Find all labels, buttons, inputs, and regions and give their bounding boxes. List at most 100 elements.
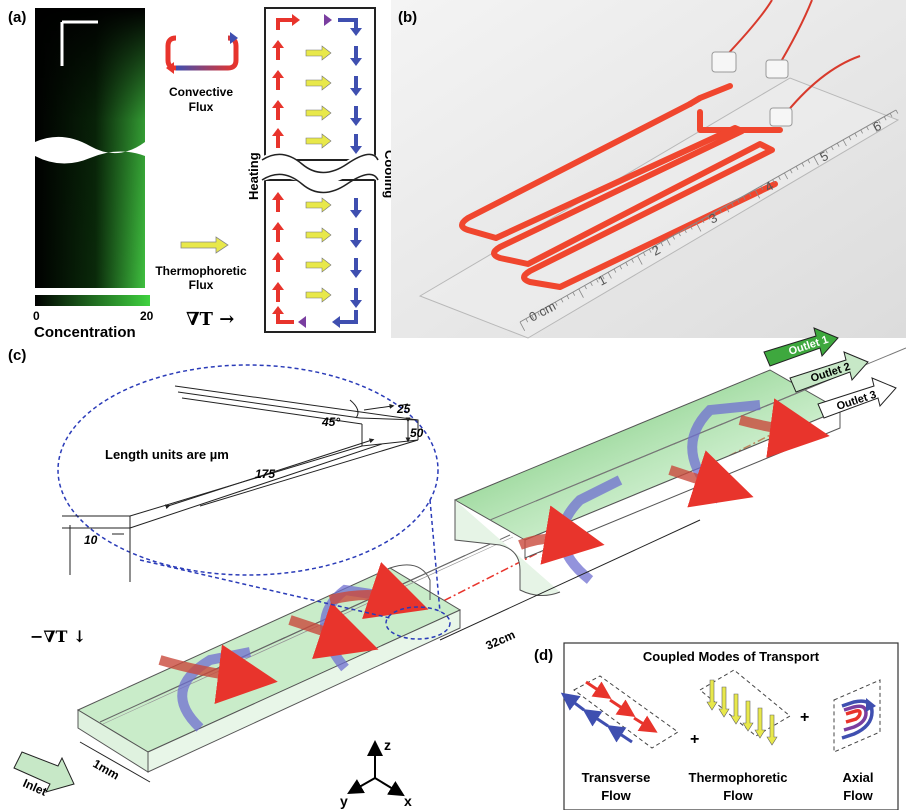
heating-side-arrowhead — [272, 100, 284, 108]
thermophoretic-flow-label-2: Flow — [723, 788, 753, 803]
ruler-tick — [660, 242, 664, 247]
transverse-label-2: Flow — [601, 788, 631, 803]
thermo-arrow — [305, 197, 332, 213]
thermophoretic-down-arrow — [718, 686, 730, 718]
axis-z-label: z — [384, 737, 391, 753]
ruler-tick — [784, 172, 789, 180]
dim-angle: 45° — [321, 415, 340, 429]
ruler-ticks — [519, 109, 899, 331]
back-channel — [453, 369, 842, 596]
ruler-tick — [695, 222, 702, 232]
cooling-side-arrowhead — [350, 210, 362, 218]
ruler-tick — [801, 162, 805, 167]
plus-2: + — [800, 709, 809, 726]
ruler-tick — [607, 272, 612, 279]
axes-triad — [347, 740, 405, 797]
ruler-tick — [731, 202, 734, 207]
thermophoretic-down-arrow — [706, 679, 718, 711]
panel-label-b: (b) — [398, 9, 417, 26]
ruler-tick — [713, 212, 717, 217]
cooling-side-arrowhead — [350, 146, 362, 154]
heating-side-arrowhead — [272, 40, 284, 48]
ruler-tick — [719, 209, 722, 214]
dim-25: 25 — [396, 402, 411, 416]
length-label: 32cm — [484, 627, 518, 652]
ruler-tick — [854, 132, 858, 137]
thermophoretic-label-1: Thermophoretic — [155, 264, 247, 278]
colorbar — [35, 295, 150, 306]
panel-label-d: (d) — [534, 647, 553, 664]
convective-flux-icon — [165, 32, 239, 74]
width-label: 1mm — [91, 756, 122, 782]
colorbar-min: 0 — [33, 309, 40, 323]
ruler-tick — [872, 123, 878, 133]
outlet-3-arrow — [817, 377, 897, 419]
ruler-tick — [742, 195, 746, 200]
convective-label-2: Flux — [189, 100, 214, 114]
ruler-tick — [725, 205, 730, 213]
ruler-tick — [537, 311, 540, 316]
thermo-arrow — [305, 105, 332, 121]
thermophoretic-down-arrow — [754, 707, 766, 739]
ruler-tick — [637, 255, 643, 265]
thermophoretic-down-arrow — [766, 714, 778, 746]
axis-x-label: x — [404, 793, 412, 809]
ruler-tick — [566, 295, 570, 300]
thermophoretic-flow-arrows — [706, 679, 778, 746]
thermo-arrow — [305, 133, 332, 149]
ruler-tick — [584, 285, 587, 290]
transverse-red-arrow — [633, 715, 658, 733]
ruler-tick — [860, 129, 863, 134]
heating-side-arrowhead — [272, 128, 284, 136]
ruler-tick — [578, 288, 584, 298]
thermo-arrow — [305, 75, 332, 91]
grad-t-label: ∇T → — [186, 309, 234, 330]
ruler-tick — [842, 139, 847, 147]
ruler-tick — [707, 215, 711, 220]
length-units-label: Length units are µm — [105, 447, 229, 462]
width-dimension-line — [79, 741, 151, 783]
neg-grad-t-label: −∇T ↓ — [30, 627, 86, 646]
serpentine-channel — [459, 83, 783, 290]
cooling-side-arrowhead — [350, 88, 362, 96]
ruler-tick — [766, 182, 769, 187]
thermo-arrow — [305, 227, 332, 243]
heating-side-arrowhead — [272, 222, 284, 230]
outlet-2-label: Outlet 2 — [809, 361, 852, 385]
ruler-tick — [795, 166, 799, 171]
dim-10: 10 — [84, 533, 98, 547]
ruler-tick — [643, 252, 646, 257]
ruler-tick — [754, 189, 761, 199]
channel-schematic — [260, 7, 380, 333]
cooling-side-arrowhead — [350, 270, 362, 278]
ruler-tick — [531, 315, 534, 320]
outlet-2-arrow — [789, 351, 869, 393]
colorbar-max: 20 — [140, 309, 154, 323]
ruler-tick — [772, 179, 775, 184]
ruler-tick — [525, 318, 529, 323]
transverse-blue-arrow — [560, 692, 585, 712]
groove-cross-section — [62, 385, 419, 582]
ruler-tick — [572, 291, 576, 296]
channel-flux-arrows — [272, 40, 362, 308]
heating-side-arrowhead — [272, 282, 284, 290]
ruler-tick — [866, 126, 869, 131]
ruler-tick — [654, 245, 658, 250]
axial-label-1: Axial — [842, 770, 873, 785]
ruler-tick — [701, 219, 705, 224]
concentration-strip — [35, 8, 145, 288]
ruler-tick — [813, 156, 819, 166]
transverse-flow-arrows — [560, 680, 658, 744]
ruler-tick — [625, 262, 628, 267]
axis-y-label: y — [340, 793, 348, 809]
thermophoretic-flux-icon — [180, 236, 229, 254]
ruler-tick — [549, 305, 554, 312]
dim-50: 50 — [410, 426, 424, 440]
ruler-tick — [831, 146, 834, 151]
ruler-tick — [878, 119, 881, 124]
axial-flow-box — [833, 679, 881, 753]
convective-label-1: Convective — [169, 85, 233, 99]
ruler-tick — [560, 298, 564, 303]
panel-d-title: Coupled Modes of Transport — [643, 649, 820, 664]
